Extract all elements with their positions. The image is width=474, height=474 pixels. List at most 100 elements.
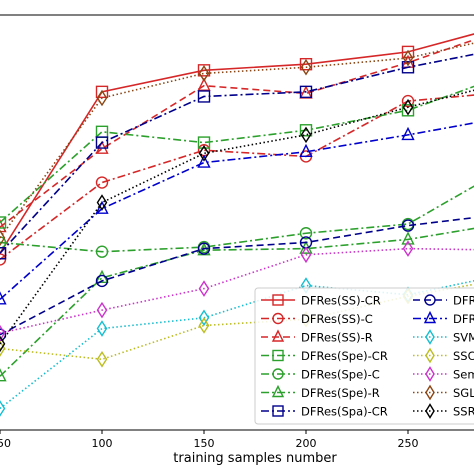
legend-marker <box>423 310 437 324</box>
legend-item: DFRes <box>413 310 474 326</box>
series-3 <box>0 85 474 229</box>
data-point <box>401 61 415 74</box>
data-point <box>402 240 414 257</box>
legend-marker <box>425 403 435 419</box>
series-8 <box>0 122 474 305</box>
data-point <box>96 351 108 368</box>
legend-item: DFRes(Spe)-C <box>261 368 380 382</box>
series-line <box>0 216 474 336</box>
legend-marker <box>425 384 435 401</box>
legend-label: DFRes(Spe)-R <box>301 386 380 400</box>
data-point <box>197 154 211 168</box>
legend-item: DFRes <box>413 294 474 308</box>
series-line <box>0 227 474 377</box>
data-point <box>299 143 313 157</box>
legend-marker <box>425 347 435 364</box>
data-point <box>95 136 109 149</box>
series-12 <box>0 42 474 247</box>
legend-label: DFRes(Spe)-C <box>301 368 380 382</box>
data-point <box>299 124 313 137</box>
data-point <box>96 301 108 319</box>
data-point <box>0 247 7 260</box>
series-line <box>0 89 474 345</box>
data-point <box>402 49 414 67</box>
x-tick-label: 50 <box>0 437 11 450</box>
data-point <box>197 136 211 149</box>
data-point <box>95 176 109 189</box>
series-line <box>0 53 474 254</box>
data-point <box>300 58 312 76</box>
legend-marker <box>272 294 284 306</box>
data-point <box>0 291 7 305</box>
data-point <box>0 236 7 249</box>
series-11 <box>0 240 474 342</box>
data-point <box>0 216 7 229</box>
data-point <box>95 274 109 288</box>
data-point <box>96 194 108 211</box>
series-layer <box>0 33 474 417</box>
x-tick-label: 150 <box>194 437 215 450</box>
legend-item: SSCM <box>413 347 474 364</box>
data-point <box>198 309 210 327</box>
legend-marker <box>272 312 284 325</box>
data-point <box>197 242 211 255</box>
legend-label: DFRes(SS)-R <box>301 331 373 345</box>
x-tick-label: 250 <box>398 437 419 450</box>
data-point <box>402 98 414 116</box>
legend-marker <box>272 368 284 380</box>
legend-label: Semi <box>453 368 474 382</box>
legend-item: Semi <box>413 366 474 382</box>
legend-label: SSCM <box>453 349 474 363</box>
series-line <box>0 38 474 228</box>
series-line <box>0 85 474 224</box>
data-point <box>0 368 7 382</box>
legend-marker <box>425 329 435 345</box>
legend-marker <box>272 405 284 417</box>
legend-marker <box>272 349 284 362</box>
data-point <box>198 145 210 162</box>
legend: DFRes(SS)-CR DFRes(SS)-C DFRes(SS)-R DFRes(… <box>254 287 474 425</box>
x-tick-label: 100 <box>92 437 113 450</box>
legend-item: DFRes(Spa)-CR <box>261 405 388 419</box>
legend-marker <box>425 366 435 382</box>
series-6 <box>0 53 474 260</box>
data-point <box>198 317 210 334</box>
data-point <box>299 57 313 71</box>
data-point <box>401 126 415 141</box>
series-line <box>0 42 474 239</box>
series-line <box>0 94 474 261</box>
legend-label: DFRes <box>453 312 474 326</box>
x-axis-label: training samples number <box>173 451 337 466</box>
legend-item: DFRes(SS)-CR <box>261 294 381 308</box>
data-point <box>0 324 6 342</box>
data-point <box>401 104 415 117</box>
data-point <box>0 229 6 247</box>
data-point <box>0 400 6 417</box>
legend-label: SSRM <box>453 405 474 419</box>
data-point <box>96 320 108 337</box>
series-13 <box>0 89 474 353</box>
data-point <box>198 280 210 297</box>
data-point <box>197 90 211 103</box>
data-point <box>299 85 313 99</box>
axes-layer: 50 100 150 200 250 <box>0 14 474 450</box>
legend-marker <box>271 329 285 342</box>
series-line <box>0 33 474 254</box>
legend-item: DFRes(Spe)-R <box>261 384 380 400</box>
data-point <box>300 126 312 144</box>
legend-item: SSRM <box>413 403 474 419</box>
data-point <box>96 89 108 107</box>
legend-label: SVM <box>453 331 474 345</box>
legend-item: DFRes(SS)-C <box>261 312 373 326</box>
series-line <box>0 122 474 300</box>
legend-box <box>254 287 474 425</box>
legend-item: SGL <box>413 384 474 401</box>
data-point <box>300 246 312 264</box>
legend-item: SVM <box>413 329 474 345</box>
data-point <box>0 328 7 341</box>
legend-item: DFRes(SS)-R <box>261 329 373 345</box>
data-point <box>299 227 313 240</box>
legend-label: DFRes(Spa)-CR <box>301 405 388 419</box>
data-point <box>401 231 415 245</box>
